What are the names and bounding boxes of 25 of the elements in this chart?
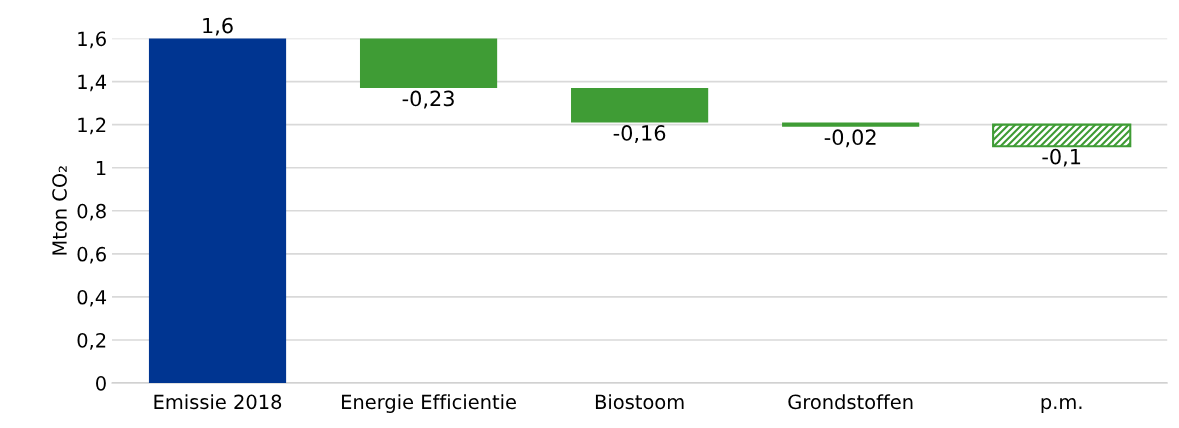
x-tick-label: Biostoom [595, 394, 684, 410]
bar [359, 38, 498, 89]
data-label: -0,23 [402, 90, 454, 109]
y-tick-label: 0,6 [77, 246, 106, 264]
y-tick-label: 0,2 [77, 332, 106, 350]
bar [782, 122, 920, 127]
y-tick-label: 1,2 [78, 117, 106, 135]
y-tick-label: 0,8 [77, 203, 106, 221]
y-tick-label: 0,4 [77, 289, 107, 307]
bar [992, 123, 1132, 148]
x-tick-label: Energie Efficientie [342, 394, 516, 413]
y-tick-label: 0 [96, 376, 106, 391]
bar [571, 88, 709, 123]
y-tick-label: 1,6 [78, 31, 106, 49]
data-label: -0,02 [824, 129, 876, 148]
bar [148, 38, 287, 384]
x-tick-label: p.m. [1041, 398, 1082, 413]
y-axis-title: Mton CO₂ [52, 166, 67, 255]
data-label: -0,1 [1042, 148, 1081, 167]
x-tick-label: Emissie 2018 [154, 394, 282, 410]
x-tick-label: Grondstoffen [788, 394, 913, 410]
y-tick-label: 1 [96, 160, 106, 176]
data-label: 1,6 [203, 17, 233, 36]
data-label: -0,16 [613, 125, 666, 143]
y-tick-label: 1,4 [78, 74, 107, 92]
